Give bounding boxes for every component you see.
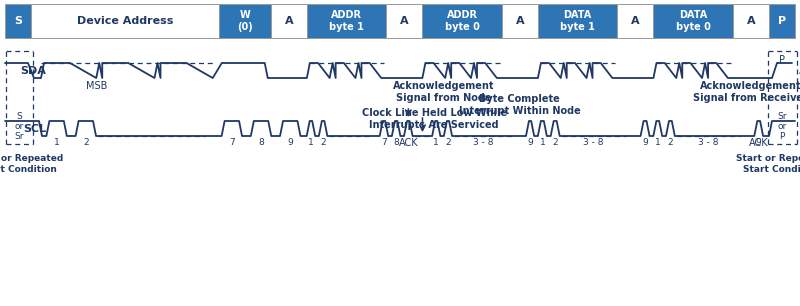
Text: 1: 1 xyxy=(308,138,314,147)
Text: 1: 1 xyxy=(54,138,59,147)
Text: DATA
byte 0: DATA byte 0 xyxy=(676,10,710,32)
Text: 8: 8 xyxy=(258,138,264,147)
Text: P: P xyxy=(778,16,786,26)
Text: Sr
or
P: Sr or P xyxy=(778,112,786,141)
Bar xyxy=(31,4,218,38)
Text: 1: 1 xyxy=(539,138,546,147)
Text: Start or Repeated
Start Condition: Start or Repeated Start Condition xyxy=(736,154,800,174)
Text: 3 - 8: 3 - 8 xyxy=(473,138,494,147)
Text: Acknowledgement
Signal from Node: Acknowledgement Signal from Node xyxy=(394,81,494,103)
Bar xyxy=(538,4,618,38)
Text: 2: 2 xyxy=(552,138,558,147)
Text: 9: 9 xyxy=(642,138,648,147)
Text: Start or Repeated
Start Condition: Start or Repeated Start Condition xyxy=(0,154,64,174)
Text: P: P xyxy=(779,55,785,65)
Text: SDA: SDA xyxy=(20,65,46,76)
Text: 1: 1 xyxy=(655,138,661,147)
Text: 8: 8 xyxy=(394,138,399,147)
Bar xyxy=(307,4,386,38)
Text: 9: 9 xyxy=(287,138,293,147)
Text: Clock Line Held Low While
Interrupts Are Serviced: Clock Line Held Low While Interrupts Are… xyxy=(362,108,506,130)
Text: A: A xyxy=(515,16,524,26)
Text: DATA
byte 1: DATA byte 1 xyxy=(560,10,595,32)
Text: SCL: SCL xyxy=(23,124,46,133)
Text: A: A xyxy=(400,16,409,26)
Bar xyxy=(270,4,307,38)
Text: 7: 7 xyxy=(381,138,387,147)
Bar xyxy=(769,4,795,38)
Text: A: A xyxy=(746,16,755,26)
Bar xyxy=(618,4,654,38)
Bar xyxy=(733,4,769,38)
Bar xyxy=(654,4,733,38)
Text: Sr: Sr xyxy=(799,65,800,76)
Text: Device Address: Device Address xyxy=(77,16,173,26)
Text: ACK: ACK xyxy=(749,138,769,148)
Text: ADDR
byte 0: ADDR byte 0 xyxy=(445,10,479,32)
Text: ACK: ACK xyxy=(398,138,418,148)
Text: 9: 9 xyxy=(527,138,533,147)
Text: W
(0): W (0) xyxy=(237,10,253,32)
Text: 7: 7 xyxy=(229,138,234,147)
Text: Acknowledgement
Signal from Receiver: Acknowledgement Signal from Receiver xyxy=(694,81,800,103)
Text: 3 - 8: 3 - 8 xyxy=(583,138,604,147)
Text: 2: 2 xyxy=(320,138,326,147)
Bar xyxy=(386,4,422,38)
Text: MSB: MSB xyxy=(86,81,107,91)
Text: A: A xyxy=(285,16,293,26)
Text: 2: 2 xyxy=(667,138,674,147)
Bar xyxy=(5,4,31,38)
Text: 9: 9 xyxy=(756,138,762,147)
Text: 2: 2 xyxy=(445,138,450,147)
Text: 2: 2 xyxy=(83,138,89,147)
Text: A: A xyxy=(631,16,640,26)
Text: ADDR
byte 1: ADDR byte 1 xyxy=(329,10,364,32)
Text: S
or
Sr: S or Sr xyxy=(14,112,24,141)
Text: S: S xyxy=(14,16,22,26)
Bar xyxy=(218,4,270,38)
Text: Byte Complete
Interrupt Within Node: Byte Complete Interrupt Within Node xyxy=(459,94,581,116)
Bar xyxy=(502,4,538,38)
Text: 1: 1 xyxy=(434,138,439,147)
Bar xyxy=(422,4,502,38)
Text: 3 - 8: 3 - 8 xyxy=(698,138,718,147)
